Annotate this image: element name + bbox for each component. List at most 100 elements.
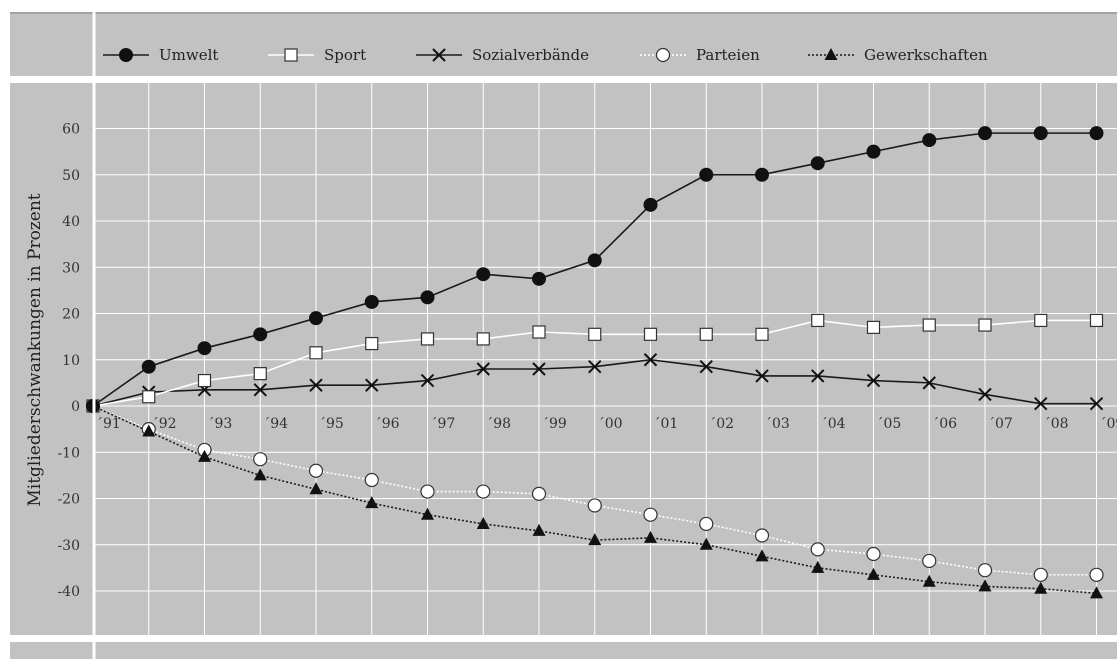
bottom-panel <box>10 642 1117 659</box>
x-tick-label: ´91 <box>96 416 121 432</box>
data-point-gewerkschaften <box>1034 581 1048 594</box>
data-point-gewerkschaften <box>532 523 546 536</box>
data-point-gewerkschaften <box>1090 586 1103 599</box>
data-point-gewerkschaften <box>699 537 713 550</box>
x-tick-label: ´04 <box>821 416 846 432</box>
data-point-parteien <box>754 528 770 543</box>
data-point-sport <box>420 332 435 346</box>
y-tick-label: -20 <box>57 492 80 508</box>
x-tick-label: ´96 <box>375 416 400 432</box>
data-point-sport <box>253 367 267 381</box>
data-point-gewerkschaften <box>811 560 825 573</box>
data-point-sport <box>532 325 546 339</box>
data-point-umwelt <box>922 133 937 148</box>
data-point-sozialverbnde <box>476 362 490 376</box>
data-point-sport <box>811 313 825 328</box>
x-tick-label: ´97 <box>431 416 456 432</box>
legend-label-sozialverbnde: Sozialverbände <box>472 46 589 64</box>
data-point-sozialverbnde <box>1034 396 1048 411</box>
data-point-gewerkschaften <box>198 449 211 462</box>
x-tick-label: ´01 <box>654 416 679 432</box>
data-point-parteien <box>1089 567 1104 582</box>
data-point-umwelt <box>309 311 323 326</box>
data-point-sozialverbnde <box>643 353 658 367</box>
y-tick-label: 40 <box>62 214 80 230</box>
legend-panel <box>10 14 1117 76</box>
data-point-sozialverbnde <box>922 376 936 390</box>
y-tick-label: -10 <box>57 445 80 461</box>
legend-marker-sport <box>284 48 298 62</box>
data-point-parteien <box>810 542 825 557</box>
legend-marker-umwelt <box>119 48 133 62</box>
x-tick-label: ´09 <box>1100 416 1117 432</box>
data-point-umwelt <box>364 294 379 309</box>
data-point-umwelt <box>1033 126 1048 141</box>
data-point-umwelt <box>420 290 435 305</box>
data-point-umwelt <box>810 156 825 171</box>
data-point-sozialverbnde <box>699 359 713 374</box>
data-point-sport <box>365 336 379 351</box>
data-point-umwelt <box>253 327 268 342</box>
legend-label-gewerkschaften: Gewerkschaften <box>864 46 988 64</box>
data-point-gewerkschaften <box>309 482 323 495</box>
x-tick-label: ´00 <box>598 416 623 432</box>
x-tick-labels: ´91 ´92 ´93 ´94 ´95 ´96 ´97 ´98 ´99 ´00 ´01 ´02 ´03 ´… <box>96 416 1117 432</box>
x-tick-label: ´93 <box>208 416 233 432</box>
legend-marker-sozialverbnde <box>432 48 446 62</box>
y-tick-label: 60 <box>62 122 80 138</box>
data-point-sozialverbnde <box>532 362 546 376</box>
data-point-sozialverbnde <box>253 383 267 397</box>
data-point-gewerkschaften <box>253 468 267 481</box>
data-point-parteien <box>699 516 714 532</box>
y-tick-label: 20 <box>62 307 80 323</box>
data-point-parteien <box>253 452 268 467</box>
data-point-sport <box>309 346 323 360</box>
legend-label-sport: Sport <box>324 46 366 64</box>
y-axis-title: Mitgliederschwankungen in Prozent <box>25 193 45 506</box>
data-point-parteien <box>476 484 491 499</box>
data-point-sport <box>755 327 769 341</box>
data-point-parteien <box>587 498 602 513</box>
data-point-parteien <box>1033 567 1048 582</box>
x-tick-label: ´07 <box>988 416 1013 432</box>
data-point-parteien <box>420 484 435 499</box>
data-point-parteien <box>977 563 993 578</box>
data-point-umwelt <box>699 167 714 182</box>
data-point-gewerkschaften <box>421 507 434 520</box>
data-point-umwelt <box>587 253 602 268</box>
y-tick-label: 10 <box>62 353 80 369</box>
data-point-sozialverbnde <box>588 359 602 374</box>
x-tick-label: ´05 <box>877 416 902 432</box>
data-point-umwelt <box>866 144 881 159</box>
data-point-umwelt <box>532 271 546 286</box>
y-tick-label: 50 <box>62 168 80 184</box>
data-point-gewerkschaften <box>644 530 657 543</box>
data-point-sozialverbnde <box>1089 396 1104 411</box>
data-point-gewerkschaften <box>978 579 992 592</box>
data-point-sport <box>197 373 212 388</box>
data-point-sozialverbnde <box>420 373 435 388</box>
data-point-sport <box>142 390 156 404</box>
data-point-gewerkschaften <box>365 496 379 509</box>
data-point-umwelt <box>978 126 992 141</box>
series-lines <box>85 126 1104 599</box>
data-point-gewerkschaften <box>755 549 769 562</box>
x-tick-label: ´94 <box>263 416 288 432</box>
data-point-gewerkschaften <box>588 533 602 546</box>
data-point-gewerkschaften <box>867 567 880 580</box>
data-point-umwelt <box>141 359 156 374</box>
x-tick-label: ´02 <box>709 416 734 432</box>
x-tick-label: ´92 <box>152 416 177 432</box>
data-point-parteien <box>922 553 937 569</box>
legend-label-umwelt: Umwelt <box>159 46 218 64</box>
data-point-sport <box>476 332 490 346</box>
data-point-sport <box>643 327 658 341</box>
data-point-umwelt <box>476 267 491 282</box>
plot-panel <box>10 83 1117 635</box>
data-point-sport <box>588 327 602 341</box>
data-point-gewerkschaften <box>476 516 490 529</box>
data-point-sozialverbnde <box>811 369 825 383</box>
data-point-sozialverbnde <box>755 369 769 383</box>
data-point-umwelt <box>1089 126 1104 141</box>
